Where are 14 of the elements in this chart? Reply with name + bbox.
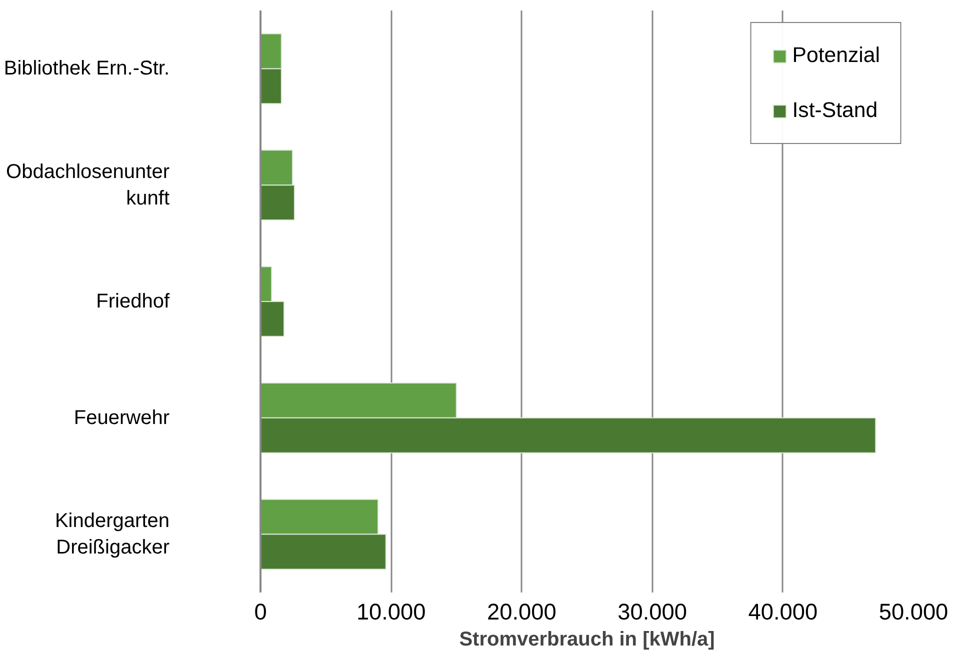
x-tick-label: 30.000	[618, 598, 687, 624]
y-tick-label: Kindergarten Dreißigacker	[54, 510, 170, 558]
x-tick-label: 20.000	[487, 598, 556, 624]
x-tick-label: 50.000	[878, 598, 948, 624]
y-tick-label: Feuerwehr	[74, 406, 170, 429]
y-tick-label: Friedhof	[96, 290, 170, 312]
x-axis-title: Stromverbrauch in [kWh/a]	[459, 628, 715, 650]
y-tick-label: Bibliothek Ern.-Str.	[4, 58, 170, 80]
x-tick-label: 0	[254, 598, 267, 624]
legend-label: Potenzial	[792, 43, 880, 68]
legend-label: Ist-Stand	[792, 98, 878, 123]
x-tick-label: 40.000	[748, 598, 818, 624]
x-tick-label: 10.000	[356, 598, 426, 624]
y-tick-label: Obdachlosenunter kunft	[6, 160, 170, 210]
